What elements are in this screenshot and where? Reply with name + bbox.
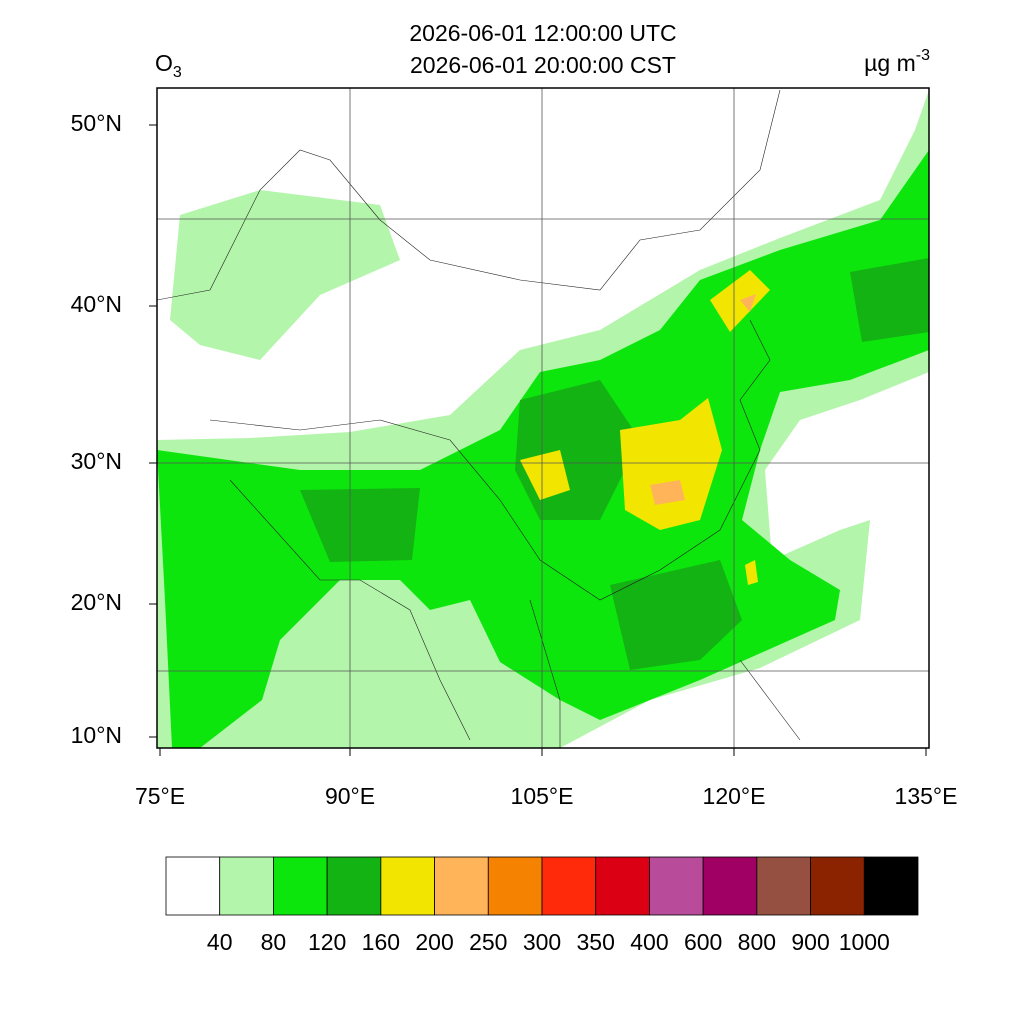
lat-label: 30°N: [71, 448, 122, 474]
lat-label: 40°N: [71, 291, 122, 317]
color-box: [273, 856, 328, 916]
boundary: [209, 319, 771, 601]
colorbar-label: 80: [261, 929, 287, 955]
color-box: [756, 856, 811, 916]
colorbar-label: 120: [308, 929, 346, 955]
lon-label: 75°E: [135, 783, 185, 809]
ozone-area: [850, 258, 929, 342]
lon-label: 105°E: [511, 783, 574, 809]
unit-label: µg m-3: [864, 47, 930, 76]
colorbar-label: 800: [738, 929, 776, 955]
ozone-area: [300, 488, 420, 562]
title-line: 2026-06-01 12:00:00 UTC: [409, 20, 676, 46]
boundary: [229, 479, 801, 748]
colorbar-label: 300: [523, 929, 561, 955]
ozone-area: [740, 294, 756, 312]
color-box: [595, 856, 650, 916]
colorbar-label: 1000: [839, 929, 890, 955]
color-box: [165, 856, 221, 916]
colorbar-label: 250: [469, 929, 507, 955]
ozone-area: [610, 560, 742, 670]
color-box: [487, 856, 543, 916]
color-box: [810, 856, 865, 916]
colorbar-label: 350: [577, 929, 615, 955]
lat-label: 10°N: [71, 722, 122, 748]
color-box: [326, 856, 382, 916]
color-box: [649, 856, 704, 916]
colorbar-label: 400: [630, 929, 668, 955]
colorbar-label: 160: [362, 929, 400, 955]
ozone-area: [710, 270, 770, 332]
lat-label: 50°N: [71, 110, 122, 136]
color-box: [541, 856, 597, 916]
axis-labels: 50°N 40°N 30°N 20°N 10°N 75°E 90°E 105°E 120°E 13…: [71, 110, 958, 809]
ozone-area: [520, 450, 570, 500]
colorbar: 40 80 120 160 200 250 300 350 400 600 800 900 1000: [165, 856, 919, 955]
ozone-area: [170, 190, 400, 360]
colorbar-label: 900: [791, 929, 829, 955]
lon-label: 90°E: [325, 783, 375, 809]
color-box: [702, 856, 758, 916]
colorbar-label: 600: [684, 929, 722, 955]
color-box: [434, 856, 489, 916]
boundary: [157, 89, 781, 301]
colorbar-label: 40: [207, 929, 233, 955]
lat-label: 20°N: [71, 589, 122, 615]
ozone-area: [620, 398, 722, 530]
title-line: 2026-06-01 20:00:00 CST: [410, 52, 676, 78]
lon-label: 120°E: [703, 783, 766, 809]
colorbar-label: 200: [415, 929, 453, 955]
color-box: [219, 856, 274, 916]
lon-label: 135°E: [895, 783, 958, 809]
color-box: [380, 856, 435, 916]
variable-label: O3: [155, 50, 182, 81]
ozone-field: [157, 89, 929, 748]
color-box: [863, 856, 919, 916]
ozone-area: [650, 480, 685, 505]
map-frame: [156, 87, 930, 749]
ozone-area: [745, 560, 758, 585]
